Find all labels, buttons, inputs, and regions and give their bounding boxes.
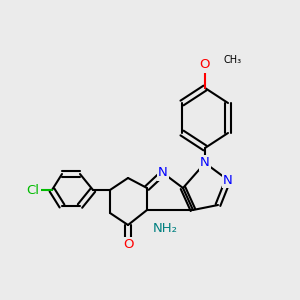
Text: O: O bbox=[200, 58, 210, 71]
Text: CH₃: CH₃ bbox=[223, 55, 241, 65]
Text: N: N bbox=[158, 167, 168, 179]
Text: O: O bbox=[123, 238, 133, 251]
Text: N: N bbox=[200, 157, 210, 169]
Text: N: N bbox=[223, 173, 233, 187]
Text: NH₂: NH₂ bbox=[152, 221, 178, 235]
Text: Cl: Cl bbox=[26, 184, 40, 196]
